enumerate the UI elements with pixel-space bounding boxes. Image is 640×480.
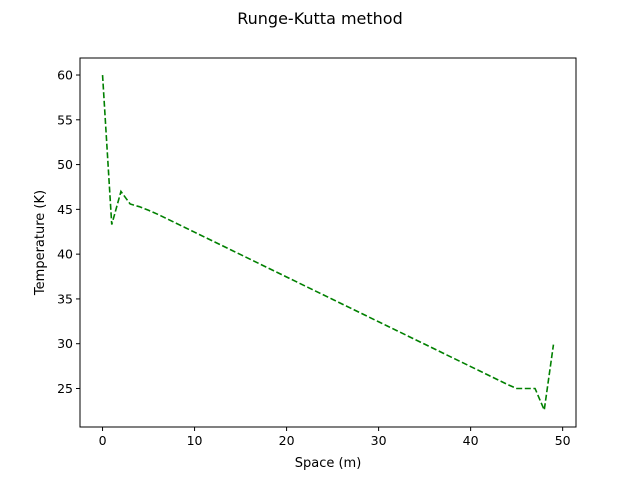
x-tick-label: 40	[463, 433, 479, 448]
x-tick-label: 20	[279, 433, 295, 448]
chart-title: Runge-Kutta method	[237, 9, 403, 28]
x-axis: 0 10 20 30 40 50	[99, 427, 571, 448]
y-tick-label: 35	[57, 291, 73, 306]
plot-frame	[79, 57, 577, 428]
series-layer	[101, 74, 555, 413]
x-tick-label: 0	[99, 433, 107, 448]
y-tick-label: 45	[57, 202, 73, 217]
plot-area	[80, 58, 576, 427]
y-tick-label: 60	[57, 68, 73, 83]
y-tick-label: 40	[57, 247, 73, 262]
y-tick-label: 50	[57, 157, 73, 172]
y-tick-label: 25	[57, 381, 73, 396]
x-axis-label: Space (m)	[295, 456, 362, 471]
y-tick-label: 30	[57, 336, 73, 351]
y-axis: 25 30 35 40 45 50 55 60	[57, 68, 80, 396]
y-tick-label: 55	[57, 112, 73, 127]
y-axis-label: Temperature (K)	[33, 190, 48, 296]
x-tick-label: 10	[187, 433, 203, 448]
series-line-0	[101, 74, 555, 413]
x-tick-label: 50	[555, 433, 571, 448]
x-tick-label: 30	[371, 433, 387, 448]
